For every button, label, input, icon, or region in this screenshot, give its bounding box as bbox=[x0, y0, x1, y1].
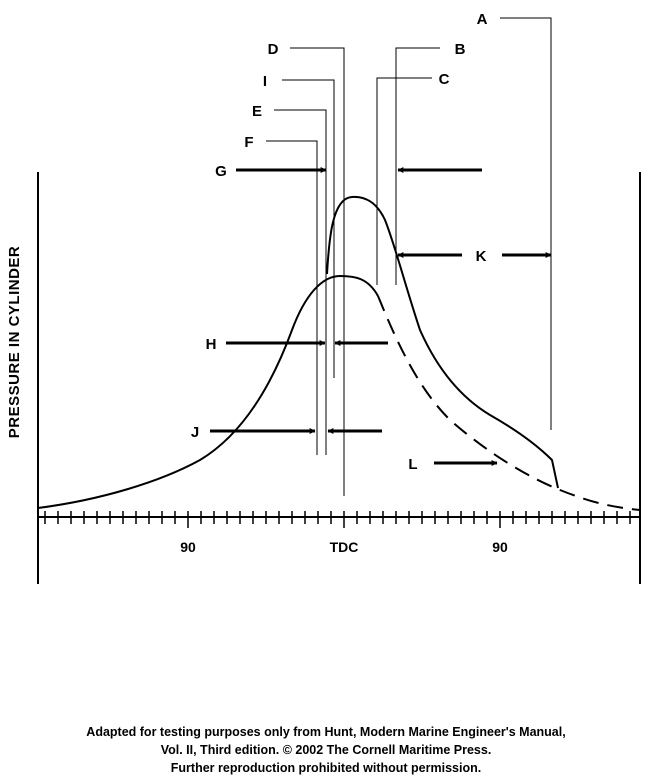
leader-e bbox=[274, 109, 327, 455]
y-axis-label: PRESSURE IN CYLINDER bbox=[6, 246, 23, 439]
credit-line-2: Vol. II, Third edition. © 2002 The Corne… bbox=[160, 743, 492, 757]
leader-a bbox=[500, 17, 552, 430]
tick-label-90-left: 90 bbox=[180, 539, 196, 555]
expansion-curve-dashed bbox=[377, 295, 641, 511]
leader-f bbox=[266, 140, 318, 455]
label-c: C bbox=[439, 71, 450, 88]
label-d: D bbox=[268, 41, 279, 58]
tick-label-tdc: TDC bbox=[330, 539, 359, 555]
label-k: K bbox=[476, 248, 487, 265]
label-e: E bbox=[252, 103, 262, 120]
label-i: I bbox=[263, 73, 267, 90]
tick-label-90-right: 90 bbox=[492, 539, 508, 555]
label-b: B bbox=[455, 41, 466, 58]
label-h: H bbox=[206, 336, 217, 353]
axis-tick-marks bbox=[44, 511, 631, 528]
label-f: F bbox=[244, 134, 253, 151]
firing-curve bbox=[326, 195, 559, 489]
credit-line-3: Further reproduction prohibited without … bbox=[170, 761, 482, 775]
compression-curve bbox=[37, 274, 379, 509]
label-a: A bbox=[477, 11, 488, 28]
credit-line-1: Adapted for testing purposes only from H… bbox=[86, 725, 566, 739]
leader-i bbox=[282, 79, 335, 378]
leader-c bbox=[376, 77, 432, 285]
label-l: L bbox=[408, 456, 417, 473]
label-g: G bbox=[215, 163, 227, 180]
leader-d bbox=[290, 47, 345, 496]
leader-b bbox=[395, 47, 440, 285]
label-j: J bbox=[191, 424, 199, 441]
